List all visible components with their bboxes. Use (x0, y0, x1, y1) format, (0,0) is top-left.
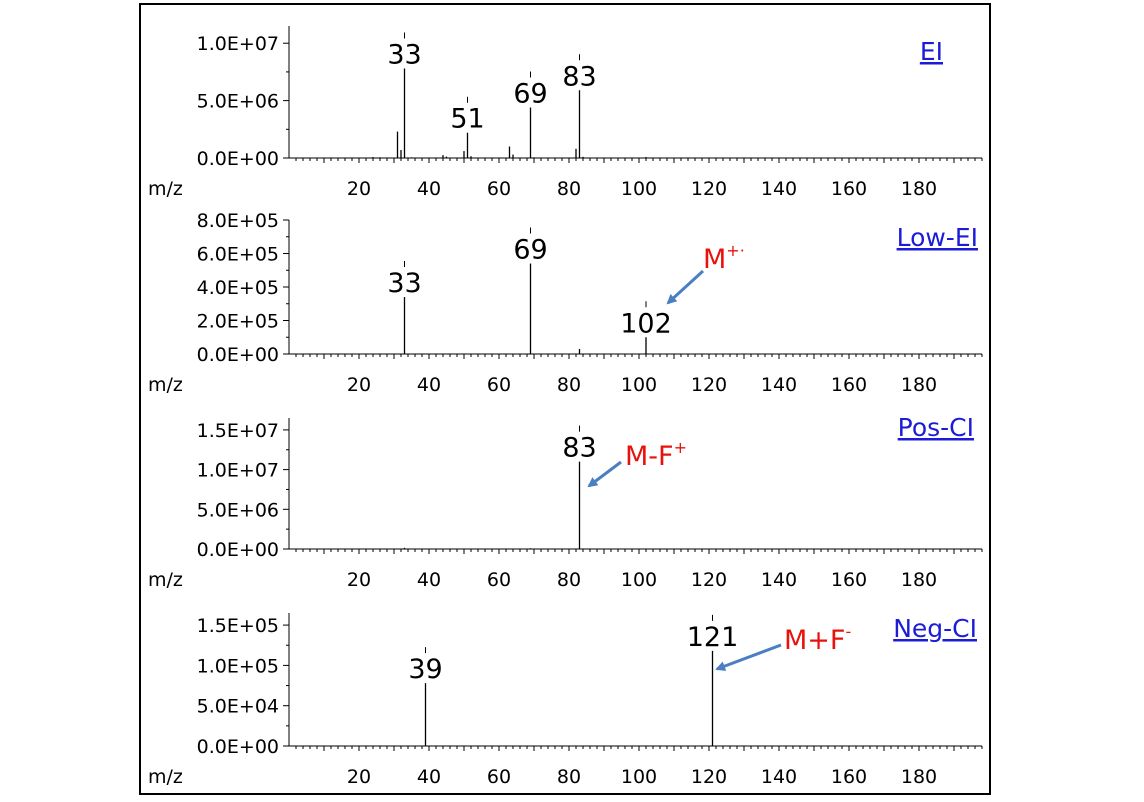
y-tick-label: 0.0E+00 (197, 539, 279, 561)
x-tick-label: 120 (691, 374, 727, 396)
x-tick-label: 100 (621, 178, 657, 200)
x-tick-label: 180 (901, 766, 937, 788)
x-tick-label: 180 (901, 178, 937, 200)
annotation-arrow (715, 643, 782, 671)
x-tick-label: 140 (761, 178, 797, 200)
peak-label: 121 (687, 622, 739, 653)
x-tick-label: 100 (621, 766, 657, 788)
x-tick-label: 20 (347, 569, 371, 591)
x-tick-label: 20 (347, 374, 371, 396)
ion-annotation: M+· (703, 241, 745, 275)
x-tick-label: 120 (691, 569, 727, 591)
ion-annotation-charge: + (674, 438, 687, 457)
ionization-method-label: Low-EI (897, 223, 978, 252)
ion-annotation-charge: +· (726, 241, 745, 260)
x-axis-label: m/z (148, 766, 183, 788)
y-tick-label: 1.0E+05 (197, 655, 279, 677)
y-tick-label: 5.0E+06 (197, 499, 279, 521)
y-tick-label: 1.5E+05 (197, 615, 279, 637)
x-tick-label: 100 (621, 374, 657, 396)
peak-label: 83 (562, 433, 596, 464)
y-tick-label: 5.0E+04 (197, 696, 279, 718)
x-tick-label: 120 (691, 178, 727, 200)
x-tick-label: 100 (621, 569, 657, 591)
x-tick-label: 160 (831, 374, 867, 396)
y-tick-label: 1.0E+07 (197, 460, 279, 482)
peak-label: 83 (562, 61, 596, 92)
peak-label: 33 (387, 268, 421, 299)
x-axis-label: m/z (148, 178, 183, 200)
y-tick-label: 0.0E+00 (197, 148, 279, 170)
x-tick-label: 180 (901, 374, 937, 396)
y-tick-label: 2.0E+05 (197, 311, 279, 333)
ionization-method-label: EI (920, 37, 943, 66)
x-tick-label: 140 (761, 766, 797, 788)
x-tick-label: 120 (691, 766, 727, 788)
x-tick-label: 40 (417, 766, 441, 788)
x-tick-label: 20 (347, 766, 371, 788)
figure-frame (139, 3, 991, 795)
x-axis-label: m/z (148, 374, 183, 396)
x-tick-label: 60 (487, 374, 511, 396)
ion-annotation-base: M (703, 244, 726, 275)
x-tick-label: 80 (557, 766, 581, 788)
x-tick-label: 60 (487, 766, 511, 788)
ionization-method-label: Neg-CI (893, 614, 977, 643)
ion-annotation: M-F+ (625, 438, 687, 472)
x-tick-label: 140 (761, 569, 797, 591)
x-tick-label: 40 (417, 178, 441, 200)
y-tick-label: 0.0E+00 (197, 344, 279, 366)
y-tick-label: 5.0E+06 (197, 91, 279, 113)
ion-annotation-charge: - (845, 622, 851, 641)
x-tick-label: 60 (487, 178, 511, 200)
ionization-method-label: Pos-CI (898, 413, 974, 442)
ion-annotation-base: M-F (625, 441, 674, 472)
annotation-arrow (666, 269, 705, 305)
peak-label: 33 (387, 39, 421, 70)
x-tick-label: 40 (417, 374, 441, 396)
x-tick-label: 60 (487, 569, 511, 591)
y-tick-label: 1.5E+07 (197, 420, 279, 442)
x-tick-label: 160 (831, 178, 867, 200)
annotation-arrow (587, 460, 622, 488)
peak-label: 69 (513, 78, 547, 109)
x-tick-label: 160 (831, 766, 867, 788)
x-tick-label: 80 (557, 374, 581, 396)
y-tick-label: 4.0E+05 (197, 277, 279, 299)
peak-label: 51 (450, 104, 484, 135)
x-tick-label: 80 (557, 569, 581, 591)
x-tick-label: 40 (417, 569, 441, 591)
x-tick-label: 160 (831, 569, 867, 591)
x-tick-label: 80 (557, 178, 581, 200)
x-tick-label: 180 (901, 569, 937, 591)
y-tick-label: 0.0E+00 (197, 736, 279, 758)
y-tick-label: 1.0E+07 (197, 33, 279, 55)
y-tick-label: 6.0E+05 (197, 244, 279, 266)
x-tick-label: 20 (347, 178, 371, 200)
peak-label: 69 (513, 235, 547, 266)
y-tick-label: 8.0E+05 (197, 210, 279, 232)
x-tick-label: 140 (761, 374, 797, 396)
peak-label: 39 (408, 654, 442, 685)
ion-annotation-base: M+F (784, 625, 845, 656)
ion-annotation: M+F- (784, 622, 851, 656)
x-axis-label: m/z (148, 569, 183, 591)
peak-label: 102 (620, 308, 672, 339)
